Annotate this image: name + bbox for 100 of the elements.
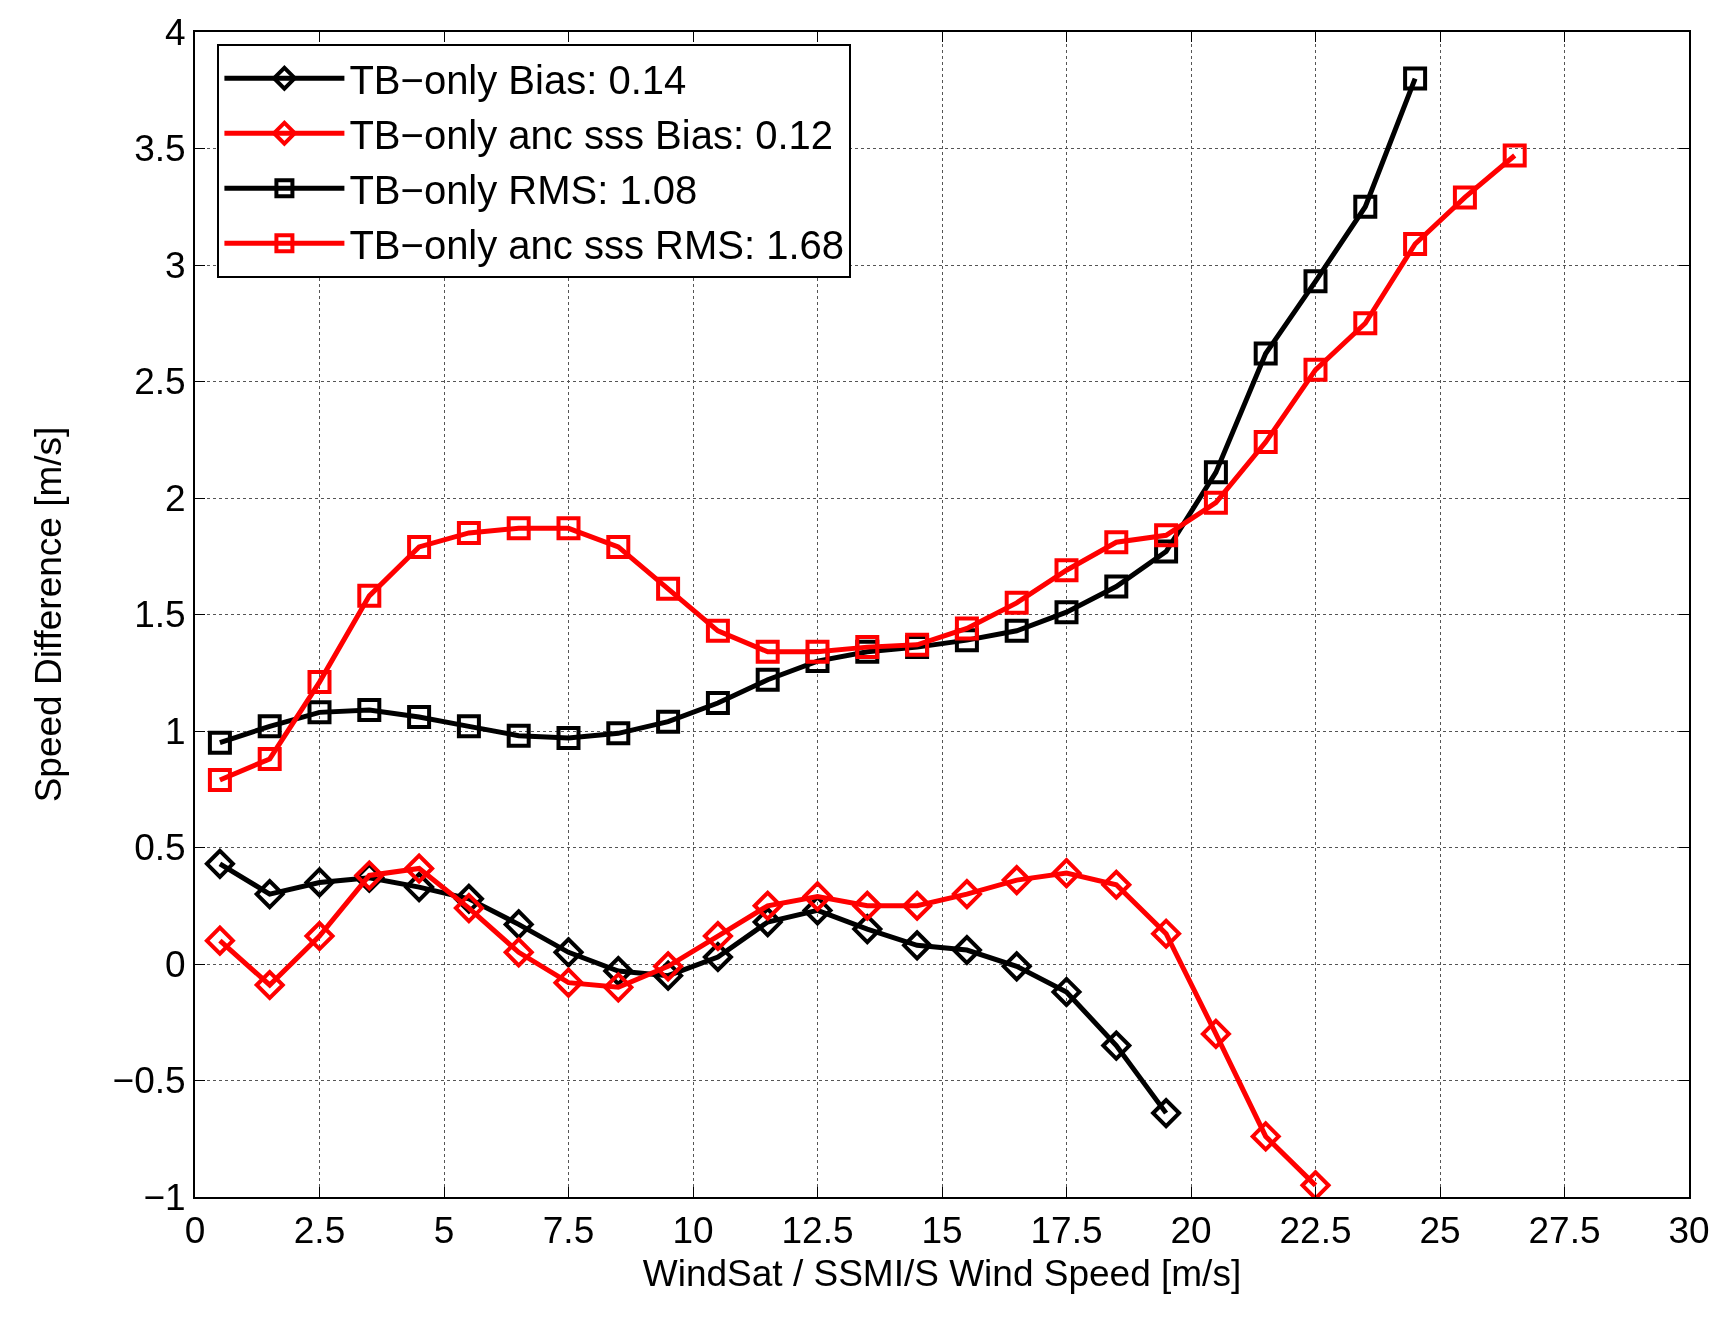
- point: [1353, 311, 1378, 336]
- point: [304, 921, 335, 952]
- point: [603, 972, 634, 1003]
- point: [556, 725, 581, 750]
- point: [1300, 1170, 1331, 1197]
- y-tick-label: 0.5: [134, 827, 186, 869]
- point: [553, 937, 584, 968]
- y-tick-label: −0.5: [112, 1060, 186, 1102]
- point: [503, 909, 534, 940]
- point: [1203, 490, 1228, 515]
- point: [951, 879, 982, 910]
- point: [752, 890, 783, 921]
- point: [1403, 66, 1428, 91]
- point: [1104, 574, 1129, 599]
- y-tick-label: 2.5: [134, 361, 186, 403]
- point: [207, 767, 232, 792]
- point: [1151, 1098, 1182, 1129]
- point: [556, 516, 581, 541]
- point: [404, 853, 435, 884]
- point: [407, 705, 432, 730]
- y-tick-label: 2: [165, 477, 186, 519]
- legend-label: TB−only anc sss RMS: 1.68: [349, 222, 845, 267]
- point: [705, 691, 730, 716]
- y-tick-label: 4: [165, 11, 186, 53]
- point: [1200, 1018, 1231, 1049]
- y-axis-title: Speed Difference [m/s]: [27, 426, 69, 803]
- x-tick-label: 17.5: [1030, 1210, 1103, 1252]
- point: [207, 730, 232, 755]
- point: [755, 639, 780, 664]
- x-tick-label: 27.5: [1528, 1210, 1601, 1252]
- point: [656, 709, 681, 734]
- point: [1001, 865, 1032, 896]
- point: [852, 914, 883, 945]
- x-tick-label: 30: [1668, 1210, 1710, 1252]
- point: [755, 667, 780, 692]
- point: [705, 618, 730, 643]
- point: [702, 921, 733, 952]
- point: [802, 881, 833, 912]
- y-tick-label: 3.5: [134, 128, 186, 170]
- x-tick-label: 10: [672, 1210, 714, 1252]
- point: [1253, 341, 1278, 366]
- point: [506, 516, 531, 541]
- point: [254, 879, 285, 910]
- point: [453, 893, 484, 924]
- point: [1051, 858, 1082, 889]
- legend-label: TB−only RMS: 1.08: [349, 167, 698, 212]
- x-tick-label: 25: [1419, 1210, 1461, 1252]
- x-tick-label: 7.5: [542, 1210, 595, 1252]
- point: [1101, 1030, 1132, 1061]
- x-axis-title: WindSat / SSMI/S Wind Speed [m/s]: [642, 1253, 1242, 1295]
- point: [304, 867, 335, 898]
- point: [307, 670, 332, 695]
- point: [1303, 269, 1328, 294]
- point: [1104, 530, 1129, 555]
- point: [656, 576, 681, 601]
- point: [503, 937, 534, 968]
- point: [404, 872, 435, 903]
- point: [1004, 618, 1029, 643]
- point: [1403, 232, 1428, 257]
- x-tick-label: 2.5: [293, 1210, 346, 1252]
- point: [1151, 918, 1182, 949]
- point: [606, 721, 631, 746]
- point: [852, 890, 883, 921]
- point: [1101, 869, 1132, 900]
- point: [1253, 430, 1278, 455]
- y-tick-label: −1: [143, 1176, 186, 1218]
- x-tick-label: 12.5: [781, 1210, 854, 1252]
- point: [204, 848, 235, 879]
- point: [307, 700, 332, 725]
- point: [1203, 460, 1228, 485]
- point: [204, 925, 235, 956]
- y-tick-label: 1.5: [134, 594, 186, 636]
- point: [954, 616, 979, 641]
- x-tick-label: 20: [1170, 1210, 1212, 1252]
- point: [1502, 143, 1527, 168]
- point: [951, 935, 982, 966]
- point: [606, 534, 631, 559]
- x-tick-label: 22.5: [1279, 1210, 1352, 1252]
- point: [257, 714, 282, 739]
- point: [1452, 185, 1477, 210]
- point: [1154, 523, 1179, 548]
- y-tick-label: 0: [165, 943, 186, 985]
- point: [702, 942, 733, 973]
- point: [257, 746, 282, 771]
- point: [357, 583, 382, 608]
- point: [1051, 976, 1082, 1007]
- point: [553, 967, 584, 998]
- point: [752, 907, 783, 938]
- point: [254, 969, 285, 1000]
- y-tick-label: 1: [165, 710, 186, 752]
- legend-label: TB−only Bias: 0.14: [349, 57, 687, 102]
- x-tick-label: 15: [921, 1210, 963, 1252]
- point: [902, 890, 933, 921]
- point: [1250, 1121, 1281, 1152]
- point: [456, 714, 481, 739]
- point: [357, 698, 382, 723]
- point: [1303, 357, 1328, 382]
- y-tick-label: 3: [165, 244, 186, 286]
- point: [805, 639, 830, 664]
- point: [1054, 600, 1079, 625]
